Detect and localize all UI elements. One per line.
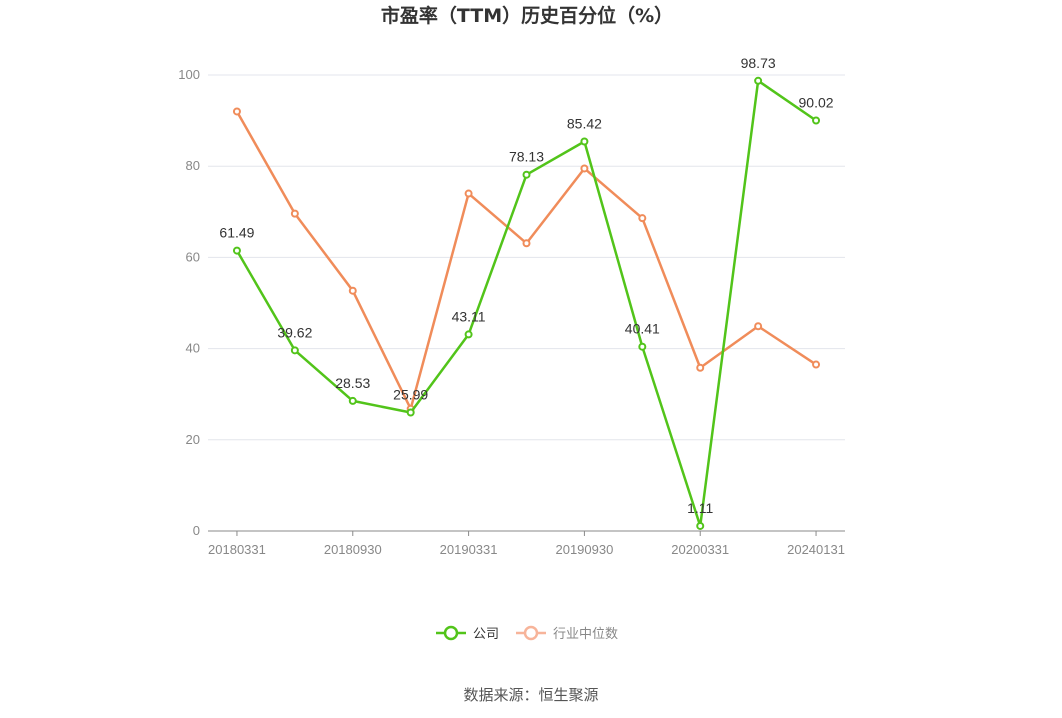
data-point xyxy=(464,189,473,198)
y-tick-label: 100 xyxy=(178,67,200,82)
y-tick-label: 20 xyxy=(186,432,200,447)
data-label: 28.53 xyxy=(335,375,370,391)
legend-item-industry-median[interactable]: 行业中位数 xyxy=(516,625,618,642)
legend-label: 行业中位数 xyxy=(553,627,618,642)
series-layer xyxy=(232,76,821,530)
y-axis: 0 20 40 60 80 100 xyxy=(178,67,200,538)
source-note: 数据来源：恒生聚源 xyxy=(463,686,598,704)
y-tick-label: 80 xyxy=(186,158,200,173)
data-point xyxy=(232,246,241,255)
data-label: 40.41 xyxy=(625,321,660,337)
legend[interactable]: 公司 行业中位数 xyxy=(436,625,618,642)
legend-swatch-marker xyxy=(443,625,459,641)
legend-label: 公司 xyxy=(473,627,499,642)
legend-swatch-marker xyxy=(523,625,539,641)
data-point xyxy=(522,170,531,179)
data-point xyxy=(290,209,299,218)
x-tick-label: 20190930 xyxy=(555,542,613,557)
data-point xyxy=(464,330,473,339)
data-label: 43.11 xyxy=(452,308,486,324)
data-label: 98.73 xyxy=(741,55,776,71)
data-label: 85.42 xyxy=(567,115,602,131)
data-point xyxy=(638,214,647,223)
data-point xyxy=(696,363,705,372)
legend-item-company[interactable]: 公司 xyxy=(436,625,499,642)
data-point xyxy=(696,521,705,530)
x-tick-label: 20240131 xyxy=(787,542,845,557)
data-point xyxy=(812,360,821,369)
data-point xyxy=(580,137,589,146)
data-label: 25.99 xyxy=(393,386,428,402)
chart-title: 市盈率（TTM）历史百分位（%） xyxy=(381,4,673,27)
y-tick-label: 60 xyxy=(186,249,200,264)
data-label: 90.02 xyxy=(799,95,834,111)
data-label: 61.49 xyxy=(219,225,254,241)
data-point xyxy=(754,76,763,85)
y-tick-label: 40 xyxy=(186,341,200,356)
x-tick-label: 20180331 xyxy=(208,542,266,557)
data-point xyxy=(580,164,589,173)
data-point xyxy=(290,346,299,355)
data-point xyxy=(754,322,763,331)
x-axis: 20180331 20180930 20190331 20190930 20200331… xyxy=(208,531,845,557)
data-point xyxy=(348,286,357,295)
data-point xyxy=(812,116,821,125)
data-label: 78.13 xyxy=(509,149,544,165)
data-labels: 61.49 39.62 28.53 25.99 43.11 78.13 85.42 40.41… xyxy=(219,55,833,516)
data-point xyxy=(232,107,241,116)
data-point xyxy=(348,396,357,405)
data-point xyxy=(522,239,531,248)
x-tick-label: 20180930 xyxy=(324,542,382,557)
y-tick-label: 0 xyxy=(193,523,200,538)
x-tick-label: 20190331 xyxy=(440,542,498,557)
data-label: 39.62 xyxy=(277,324,312,340)
gridlines xyxy=(208,74,845,441)
data-point xyxy=(638,342,647,351)
x-tick-label: 20200331 xyxy=(671,542,729,557)
data-label: 1.11 xyxy=(687,500,713,516)
data-point xyxy=(406,408,415,417)
series-line-company xyxy=(235,79,817,528)
